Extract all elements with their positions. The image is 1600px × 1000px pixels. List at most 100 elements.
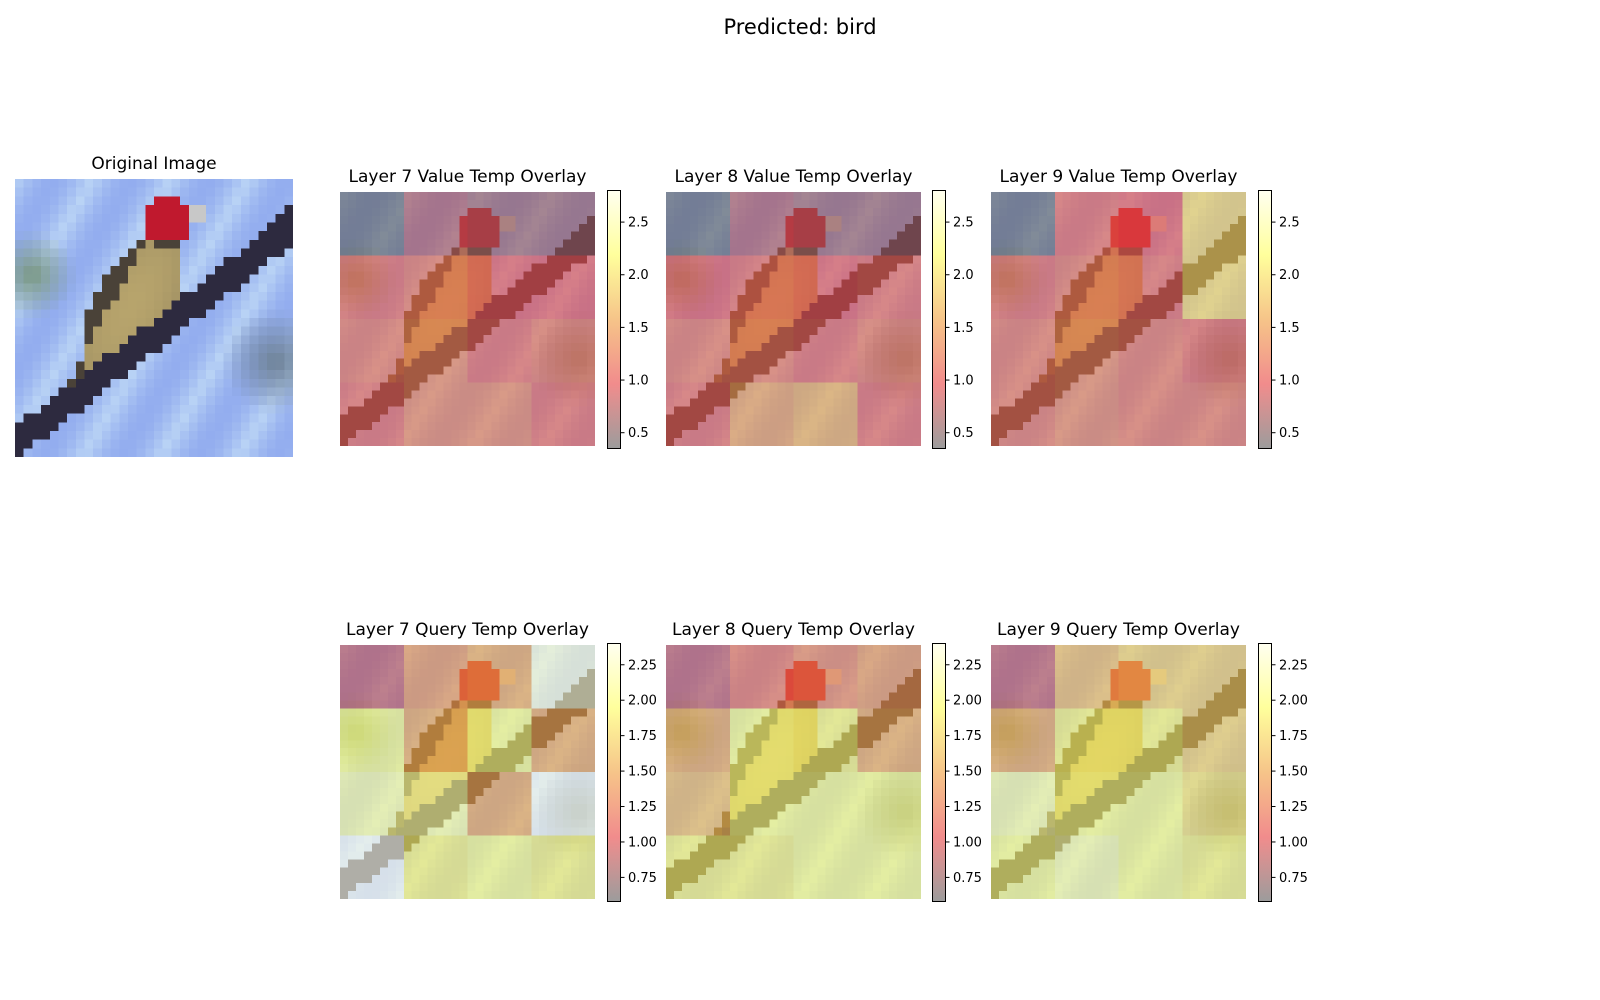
- value-layer-8-overlay: [666, 192, 921, 446]
- colorbar-tick-label: 2.25: [1279, 658, 1308, 673]
- colorbar-tick-label: 1.50: [1279, 765, 1308, 780]
- heatmap-cell: [666, 835, 730, 899]
- heatmap-cell: [403, 708, 468, 772]
- colorbar-tick-label: 1.00: [953, 835, 982, 850]
- heatmap-cell: [1182, 382, 1246, 446]
- heatmap-cell: [403, 319, 468, 383]
- colorbar-gradient: [1258, 643, 1272, 902]
- heatmap-cell: [1182, 192, 1246, 256]
- heatmap-cell: [1054, 835, 1119, 899]
- heatmap-cell: [340, 382, 404, 446]
- heatmap-cell: [793, 708, 858, 772]
- heatmap-cell: [1118, 645, 1183, 709]
- heatmap-cell: [531, 772, 595, 836]
- original-image: [15, 179, 293, 457]
- heatmap-cell: [729, 319, 794, 383]
- colorbar-tick-label: 1.25: [628, 800, 657, 815]
- colorbar-tick-label: 2.5: [1279, 216, 1300, 231]
- query-layer-9-colorbar: 0.75 1.00 1.25 1.50 1.75 2.00 2.25: [1258, 643, 1308, 902]
- colorbar-tick-label: 1.5: [1279, 321, 1300, 336]
- heatmap-cell: [403, 255, 468, 319]
- heatmap-cell: [531, 835, 595, 899]
- colorbar-tick-label: 2.0: [953, 268, 974, 283]
- colorbar-gradient: [932, 190, 946, 449]
- colorbar-tick-label: 1.00: [628, 835, 657, 850]
- heatmap-cell: [467, 772, 532, 836]
- value-layer-7-overlay: [340, 192, 595, 446]
- heatmap-cell: [729, 708, 794, 772]
- colorbar-tick-label: 2.0: [628, 268, 649, 283]
- colorbar-tick-label: 1.75: [628, 729, 657, 744]
- value-layer-8-colorbar: 0.5 1.0 1.5 2.0 2.5: [932, 190, 974, 449]
- heatmap-cell: [340, 255, 404, 319]
- heatmap-cell: [403, 772, 468, 836]
- query-layer-9-title: Layer 9 Query Temp Overlay: [997, 620, 1240, 640]
- heatmap-cell: [340, 319, 404, 383]
- heatmap-cell: [857, 772, 921, 836]
- heatmap-cell: [403, 835, 468, 899]
- heatmap-cell: [1054, 255, 1119, 319]
- heatmap-cell: [991, 192, 1055, 256]
- colorbar-tick-label: 2.0: [1279, 268, 1300, 283]
- heatmap-cell: [857, 708, 921, 772]
- colorbar-tick-label: 1.00: [1279, 835, 1308, 850]
- heatmap-cell: [793, 772, 858, 836]
- colorbar-tick-label: 0.5: [1279, 426, 1300, 441]
- heatmap-cell: [531, 319, 595, 383]
- heatmap-cell: [666, 772, 730, 836]
- heatmap-cell: [991, 772, 1055, 836]
- colorbar-tick-label: 0.75: [1279, 871, 1308, 886]
- heatmap-cell: [1118, 772, 1183, 836]
- heatmap-cell: [1054, 192, 1119, 256]
- colorbar-tick-label: 1.75: [1279, 729, 1308, 744]
- colorbar-gradient: [607, 643, 621, 902]
- heatmap-cell: [340, 708, 404, 772]
- heatmap-cell: [991, 255, 1055, 319]
- colorbar-tick-label: 0.75: [628, 871, 657, 886]
- heatmap-cell: [991, 708, 1055, 772]
- heatmap-cell: [857, 382, 921, 446]
- heatmap-cell: [1118, 319, 1183, 383]
- query-layer-7-title: Layer 7 Query Temp Overlay: [346, 620, 589, 640]
- heatmap-cell: [793, 192, 858, 256]
- heatmap-cell: [729, 382, 794, 446]
- heatmap-cell: [1182, 708, 1246, 772]
- colorbar-tick-label: 1.75: [953, 729, 982, 744]
- colorbar-tick-label: 2.5: [953, 216, 974, 231]
- query-layer-7-overlay: [340, 645, 595, 899]
- heatmap-cell: [1182, 772, 1246, 836]
- heatmap-cell: [531, 645, 595, 709]
- heatmap-cell: [666, 382, 730, 446]
- value-layer-9-colorbar: 0.5 1.0 1.5 2.0 2.5: [1258, 190, 1300, 449]
- query-layer-8-colorbar: 0.75 1.00 1.25 1.50 1.75 2.00 2.25: [932, 643, 982, 902]
- colorbar-tick-label: 1.25: [953, 800, 982, 815]
- colorbar-tick-label: 1.0: [628, 374, 649, 389]
- colorbar-tick-label: 1.0: [1279, 374, 1300, 389]
- heatmap-cell: [991, 835, 1055, 899]
- heatmap-cell: [340, 192, 404, 256]
- heatmap-cell: [1182, 645, 1246, 709]
- heatmap-cell: [729, 645, 794, 709]
- value-layer-8-title: Layer 8 Value Temp Overlay: [674, 167, 913, 187]
- heatmap-cell: [1182, 835, 1246, 899]
- colorbar-tick-label: 2.25: [628, 658, 657, 673]
- colorbar-tick-label: 1.5: [628, 321, 649, 336]
- heatmap-cell: [857, 192, 921, 256]
- heatmap-cell: [666, 708, 730, 772]
- heatmap-cell: [403, 645, 468, 709]
- colorbar-tick-label: 1.5: [953, 321, 974, 336]
- heatmap-cell: [403, 192, 468, 256]
- figure-title: Predicted: bird: [723, 15, 877, 39]
- heatmap-cell: [1118, 835, 1183, 899]
- heatmap-cell: [729, 772, 794, 836]
- heatmap-cell: [991, 645, 1055, 709]
- heatmap-cell: [1054, 645, 1119, 709]
- query-layer-8-overlay: [666, 645, 921, 899]
- original-image-title: Original Image: [91, 154, 217, 174]
- query-layer-7-colorbar: 0.75 1.00 1.25 1.50 1.75 2.00 2.25: [607, 643, 657, 902]
- colorbar-tick-label: 0.5: [628, 426, 649, 441]
- heatmap-cell: [467, 319, 532, 383]
- heatmap-cell: [340, 772, 404, 836]
- heatmap-cell: [729, 192, 794, 256]
- heatmap-cell: [1182, 255, 1246, 319]
